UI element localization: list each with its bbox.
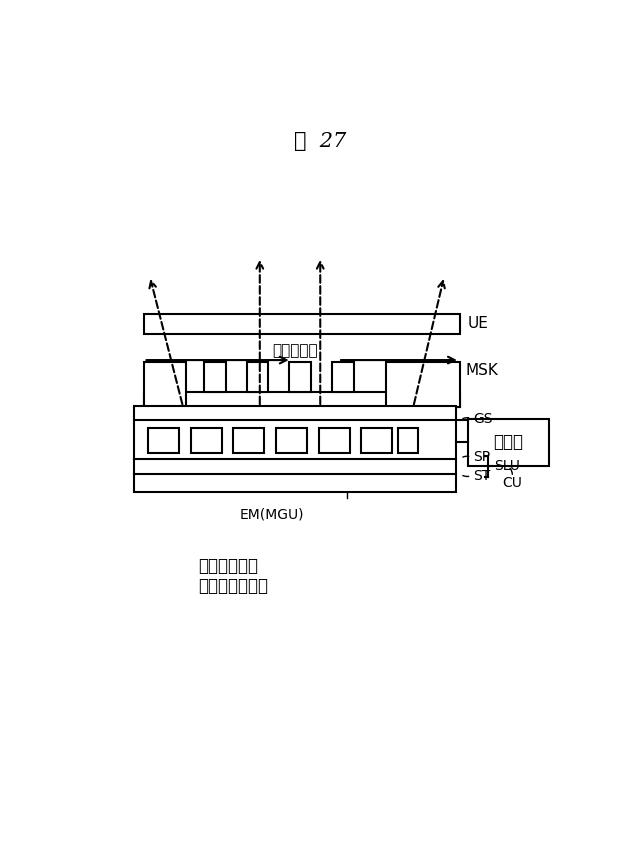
Bar — [143, 314, 460, 334]
Bar — [204, 363, 226, 391]
Text: SLU: SLU — [494, 460, 520, 473]
Bar — [397, 428, 418, 454]
Bar — [143, 391, 460, 407]
Bar — [234, 428, 264, 454]
Bar — [362, 428, 392, 454]
Bar — [134, 405, 456, 492]
Bar — [289, 363, 311, 391]
Text: CU: CU — [502, 477, 522, 490]
Text: 制御部: 制御部 — [493, 433, 523, 452]
Text: UE: UE — [467, 317, 488, 331]
Text: SP: SP — [473, 450, 490, 464]
Bar — [246, 363, 268, 391]
Bar — [386, 363, 460, 407]
Text: プラズマ：オフ: プラズマ：オフ — [198, 578, 268, 596]
Bar — [467, 419, 549, 466]
Text: 図  27: 図 27 — [294, 132, 346, 151]
Bar — [148, 428, 179, 454]
Bar — [319, 428, 349, 454]
Bar — [276, 428, 307, 454]
Bar — [143, 363, 186, 407]
Text: パージガス: パージガス — [273, 344, 318, 358]
Bar — [332, 363, 353, 391]
Text: EM(MGU): EM(MGU) — [240, 507, 305, 521]
Text: 電磁石：オン: 電磁石：オン — [198, 557, 258, 575]
Bar — [191, 428, 222, 454]
Text: ST: ST — [473, 469, 490, 483]
Text: GS: GS — [473, 412, 492, 426]
Text: MSK: MSK — [466, 363, 499, 378]
